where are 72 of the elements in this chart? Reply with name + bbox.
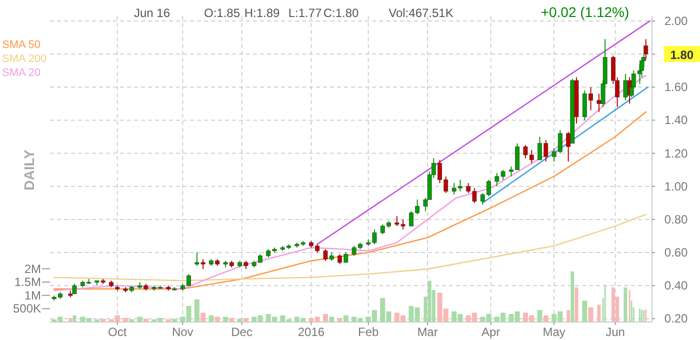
annotation: +0.02 (1.12%) [540, 4, 630, 20]
x-tick-label: Nov [172, 325, 194, 339]
bar [343, 315, 348, 322]
x-tick-label: Feb [358, 325, 380, 339]
y2-tick-label: 1M [24, 288, 41, 302]
y2-tick-label: 2M [24, 262, 41, 276]
bar [570, 271, 574, 322]
bar [582, 300, 588, 322]
bar [611, 287, 615, 322]
bar [100, 318, 106, 322]
bar [597, 304, 601, 322]
bar [243, 318, 248, 322]
annotation: Jun 16 [134, 6, 170, 20]
x-tick-label: Oct [108, 325, 128, 339]
annotation: O:1.85 [204, 6, 240, 20]
y2-tick-label: 1.5M [14, 275, 41, 290]
x-tick-label: Dec [231, 325, 252, 339]
bar [194, 299, 200, 322]
x-tick-label: Mar [417, 325, 438, 339]
bar [72, 315, 76, 322]
y-tick-label: 0.80 [664, 212, 688, 226]
bar [143, 318, 148, 322]
y-tick-label: 0.20 [664, 312, 688, 326]
text: SMA 50 [2, 39, 41, 51]
annotation: L:1.77 [288, 6, 322, 20]
bar [428, 280, 432, 322]
bar [123, 318, 128, 322]
y2-tick-label: 500K [12, 302, 41, 316]
bar [200, 312, 206, 322]
bar [214, 316, 220, 322]
annotation: Vol:467.51K [388, 6, 454, 20]
bar [537, 310, 542, 322]
annotation: C:1.80 [323, 6, 359, 20]
bar [166, 319, 171, 322]
y-tick-label: 2.00 [664, 14, 688, 28]
y-tick-label: 1.20 [664, 146, 688, 160]
bar [322, 314, 328, 322]
line-series [53, 214, 647, 282]
bar [208, 315, 214, 322]
annotation: H:1.89 [244, 6, 280, 20]
bar [588, 307, 594, 322]
y-tick-label: 0.60 [664, 246, 688, 260]
candlestick [644, 38, 648, 60]
bar [94, 319, 100, 322]
x-tick-label: Apr [481, 325, 500, 339]
bar [223, 316, 228, 322]
line-series [53, 74, 647, 292]
y-tick-label: 1.60 [664, 80, 688, 94]
bar [172, 318, 177, 322]
y-tick-label: 1.40 [664, 113, 688, 128]
bar [329, 316, 334, 322]
bar [129, 319, 134, 322]
bar [624, 287, 628, 322]
bar [137, 316, 142, 322]
bar [237, 318, 242, 322]
text: SMA 200 [2, 53, 47, 65]
text: SMA 20 [2, 67, 41, 79]
bar [68, 318, 72, 322]
candlestick [72, 283, 77, 294]
bar [543, 315, 548, 322]
y-tick-label: 1.00 [664, 179, 688, 194]
annotation: 1.80 [670, 48, 694, 62]
text: DAILY [21, 148, 37, 190]
x-tick-label: 2016 [298, 325, 325, 339]
x-tick-label: May [542, 325, 566, 339]
y-tick-label: 0.40 [664, 278, 688, 293]
x-tick-label: Jun [606, 325, 625, 339]
bar [229, 318, 234, 322]
line-series [53, 111, 647, 290]
candlestick [623, 73, 628, 101]
bar [566, 310, 570, 322]
bar [337, 318, 342, 322]
